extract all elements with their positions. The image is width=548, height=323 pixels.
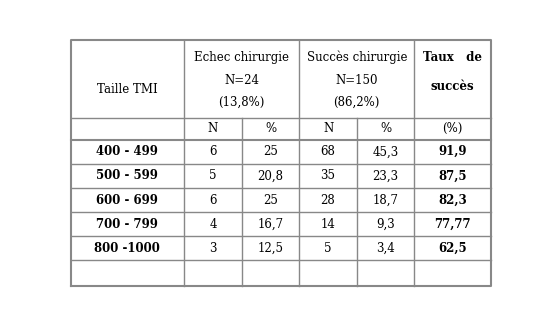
Text: 5: 5 xyxy=(324,242,332,255)
Text: 23,3: 23,3 xyxy=(373,170,398,182)
Text: 700 - 799: 700 - 799 xyxy=(96,218,158,231)
Text: 400 - 499: 400 - 499 xyxy=(96,145,158,158)
Text: 82,3: 82,3 xyxy=(438,193,467,206)
Text: 3: 3 xyxy=(209,242,216,255)
Text: 87,5: 87,5 xyxy=(438,170,467,182)
Text: 62,5: 62,5 xyxy=(438,242,467,255)
Text: N=150: N=150 xyxy=(335,74,378,87)
Text: 68: 68 xyxy=(321,145,335,158)
Text: 16,7: 16,7 xyxy=(258,218,283,231)
Text: Echec chirurgie: Echec chirurgie xyxy=(194,51,289,64)
Text: %: % xyxy=(380,122,391,135)
Text: %: % xyxy=(265,122,276,135)
Text: N: N xyxy=(208,122,218,135)
Text: (%): (%) xyxy=(443,122,463,135)
Text: 800 -1000: 800 -1000 xyxy=(94,242,161,255)
Text: succès: succès xyxy=(431,80,475,93)
Text: 18,7: 18,7 xyxy=(373,193,398,206)
Text: 35: 35 xyxy=(321,170,335,182)
Text: 28: 28 xyxy=(321,193,335,206)
Text: 3,4: 3,4 xyxy=(376,242,395,255)
Text: 25: 25 xyxy=(263,193,278,206)
Text: 12,5: 12,5 xyxy=(258,242,283,255)
Text: 5: 5 xyxy=(209,170,216,182)
Text: N=24: N=24 xyxy=(224,74,259,87)
Text: 91,9: 91,9 xyxy=(438,145,467,158)
Text: 6: 6 xyxy=(209,193,216,206)
Text: 20,8: 20,8 xyxy=(258,170,283,182)
Text: Taille TMI: Taille TMI xyxy=(97,83,158,96)
Text: Taux   de: Taux de xyxy=(423,51,482,64)
Text: 9,3: 9,3 xyxy=(376,218,395,231)
Text: 77,77: 77,77 xyxy=(435,218,471,231)
Text: 25: 25 xyxy=(263,145,278,158)
Text: 6: 6 xyxy=(209,145,216,158)
Text: 4: 4 xyxy=(209,218,216,231)
Text: (86,2%): (86,2%) xyxy=(334,96,380,109)
Text: (13,8%): (13,8%) xyxy=(219,96,265,109)
Text: 500 - 599: 500 - 599 xyxy=(96,170,158,182)
Text: N: N xyxy=(323,122,333,135)
Text: 600 - 699: 600 - 699 xyxy=(96,193,158,206)
Text: 45,3: 45,3 xyxy=(373,145,399,158)
Text: 14: 14 xyxy=(321,218,335,231)
Text: Succès chirurgie: Succès chirurgie xyxy=(306,50,407,64)
